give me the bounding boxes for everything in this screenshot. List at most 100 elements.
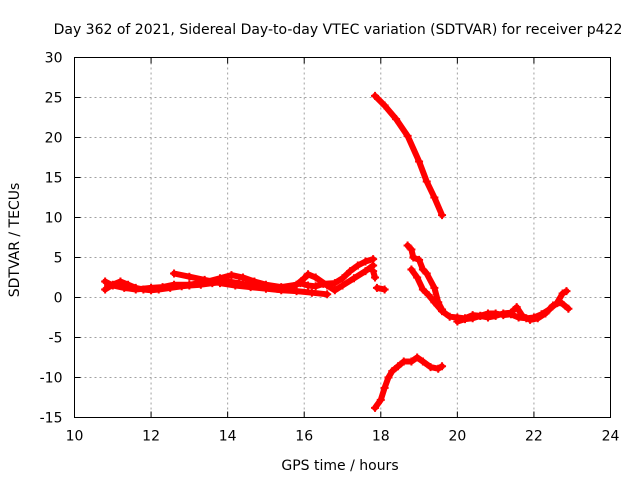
chart-title: Day 362 of 2021, Sidereal Day-to-day VTE… xyxy=(54,22,623,38)
data-series-trace-d xyxy=(369,267,380,282)
data-point xyxy=(453,317,462,326)
data-point xyxy=(261,284,270,293)
y-tick-label: -5 xyxy=(49,331,63,347)
data-point xyxy=(564,304,573,313)
data-point xyxy=(545,305,554,314)
data-point xyxy=(380,383,389,392)
data-point xyxy=(300,274,309,283)
data-point xyxy=(323,281,332,290)
grid xyxy=(74,57,611,418)
data-point xyxy=(147,283,156,292)
x-tick-label: 10 xyxy=(66,429,84,445)
y-tick-label: 20 xyxy=(45,131,63,147)
x-tick-label: 18 xyxy=(372,429,390,445)
data-point xyxy=(476,311,485,320)
data-point xyxy=(537,310,546,319)
y-tick-label: 0 xyxy=(54,291,63,307)
data-point xyxy=(418,265,427,274)
y-tick-label: 15 xyxy=(45,171,63,187)
data-point xyxy=(380,101,389,110)
data-point xyxy=(353,261,362,270)
data-point xyxy=(307,288,316,297)
data-point xyxy=(227,271,236,280)
y-tick-label: 10 xyxy=(45,211,63,227)
data-point xyxy=(430,193,439,202)
series-layer xyxy=(101,91,573,412)
data-series-trace-g xyxy=(371,353,447,412)
data-point xyxy=(131,285,140,294)
data-point xyxy=(292,287,301,296)
data-point xyxy=(372,283,381,292)
data-point xyxy=(438,211,447,220)
data-point xyxy=(185,272,194,281)
x-tick-label: 16 xyxy=(295,429,313,445)
x-tick-label: 22 xyxy=(525,429,543,445)
data-point xyxy=(409,253,418,262)
data-point xyxy=(407,357,416,366)
data-point xyxy=(392,115,401,124)
data-point xyxy=(311,273,320,282)
data-point xyxy=(361,267,370,276)
data-series-trace-h xyxy=(403,241,447,314)
data-point xyxy=(380,285,389,294)
y-axis-title: SDTVAR / TECUs xyxy=(7,183,23,298)
data-point xyxy=(418,285,427,294)
data-point xyxy=(371,403,380,412)
data-point xyxy=(158,283,167,292)
data-point xyxy=(418,357,427,366)
x-axis-tick-labels: 10 12 14 16 18 20 22 24 xyxy=(66,429,620,445)
data-point xyxy=(506,310,515,319)
data-point xyxy=(108,281,117,290)
data-point xyxy=(250,277,259,286)
data-point xyxy=(361,257,370,266)
data-point xyxy=(304,270,313,279)
axis-ticks xyxy=(74,57,611,418)
data-point xyxy=(330,286,339,295)
x-axis-title: GPS time / hours xyxy=(281,458,398,474)
y-tick-label: 25 xyxy=(45,91,63,107)
data-point xyxy=(215,279,224,288)
x-tick-label: 24 xyxy=(602,429,620,445)
data-point xyxy=(552,299,561,308)
x-tick-label: 20 xyxy=(448,429,466,445)
y-tick-label: -15 xyxy=(40,411,63,427)
data-point xyxy=(338,281,347,290)
data-point xyxy=(438,362,447,371)
data-point xyxy=(422,269,431,278)
data-point xyxy=(231,281,240,290)
data-point xyxy=(185,280,194,289)
data-point xyxy=(529,313,538,322)
data-point xyxy=(330,279,339,288)
data-point xyxy=(238,273,247,282)
data-point xyxy=(388,367,397,376)
y-tick-label: 5 xyxy=(54,251,63,267)
data-point xyxy=(522,314,531,323)
data-point xyxy=(403,241,412,250)
y-axis-tick-labels: -15 -10 -5 0 5 10 15 20 25 30 xyxy=(40,51,63,427)
data-point xyxy=(376,395,385,404)
data-point xyxy=(413,353,422,362)
data-series-trace-e xyxy=(372,283,389,294)
data-point xyxy=(346,267,355,276)
series-trace xyxy=(372,92,445,219)
data-series-trace-b xyxy=(101,261,378,295)
data-point xyxy=(430,283,439,292)
data-point xyxy=(200,275,209,284)
data-series-trace-j xyxy=(453,287,571,326)
data-point xyxy=(407,265,416,274)
data-point xyxy=(311,282,320,291)
data-series-trace-f xyxy=(371,91,447,220)
data-point xyxy=(369,267,378,276)
data-point xyxy=(170,280,179,289)
data-point xyxy=(514,313,523,322)
data-point xyxy=(170,269,179,278)
data-point xyxy=(426,363,435,372)
data-point xyxy=(338,274,347,283)
data-point xyxy=(422,177,431,186)
data-point xyxy=(349,274,358,283)
data-point xyxy=(512,303,521,312)
data-point xyxy=(491,309,500,318)
data-point xyxy=(120,283,129,292)
data-point xyxy=(101,285,110,294)
